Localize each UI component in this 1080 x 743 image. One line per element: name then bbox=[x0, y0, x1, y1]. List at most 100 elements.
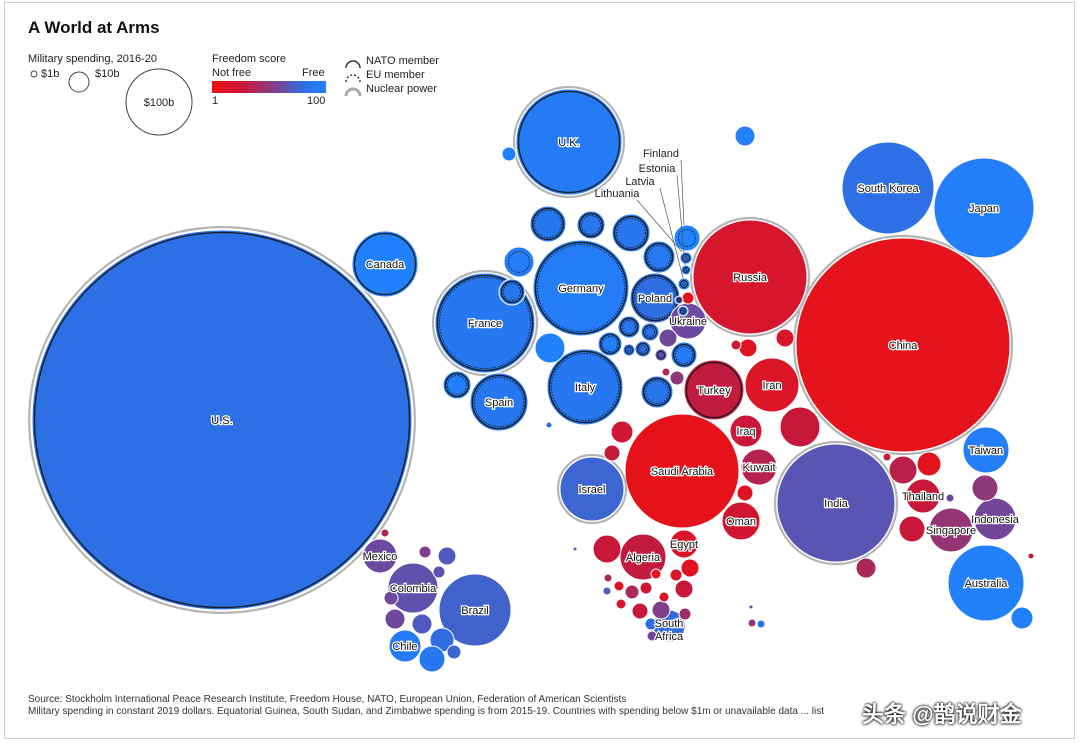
bubble-labels: U.S. China Russia U.K. Germany France India Sau… bbox=[210, 136, 1021, 655]
bubble-country bbox=[615, 598, 627, 610]
bubble-country bbox=[680, 558, 700, 578]
eu-ring-country bbox=[534, 210, 562, 238]
watermark: 头条 @鹊说财金 bbox=[862, 702, 1022, 727]
bubble-country bbox=[501, 146, 517, 162]
bubble-country bbox=[898, 515, 926, 543]
leader-finland bbox=[680, 159, 685, 226]
eu-ring-finland bbox=[678, 229, 696, 247]
label-south-africa: South Africa bbox=[655, 618, 684, 643]
bubble-brazil bbox=[438, 573, 512, 647]
bubble-country bbox=[658, 591, 670, 603]
label-egypt: Egypt bbox=[670, 539, 698, 551]
legend-size-label: $100b bbox=[144, 97, 175, 109]
bubble-spain bbox=[469, 372, 529, 432]
label-lithuania: Lithuania bbox=[595, 188, 641, 200]
eu-ring-country bbox=[675, 346, 693, 364]
bubble-country bbox=[432, 565, 446, 579]
nuclear-ring-israel bbox=[556, 453, 628, 525]
bubble-country bbox=[418, 545, 432, 559]
bubble-country bbox=[882, 452, 892, 462]
legend-scale-min: 1 bbox=[212, 95, 219, 107]
nuclear-ring-russia bbox=[689, 216, 811, 338]
legend-membership-label: NATO member bbox=[366, 55, 439, 67]
eu-ring-country bbox=[447, 375, 467, 395]
nato-ring-italy bbox=[548, 350, 622, 424]
nato-ring-country bbox=[642, 377, 672, 407]
eu-ring-country bbox=[602, 336, 618, 352]
bubble-u-k bbox=[515, 88, 623, 196]
bubble-country bbox=[748, 604, 754, 610]
label-estonia: Estonia bbox=[639, 163, 677, 175]
bubble-colombia bbox=[387, 562, 439, 614]
bubble-country bbox=[730, 339, 742, 351]
label-chile: Chile bbox=[392, 641, 417, 653]
bubble-iraq bbox=[729, 414, 763, 448]
bubble-chile bbox=[388, 629, 422, 663]
nato-ring-turkey bbox=[685, 361, 743, 419]
legend-membership-label: Nuclear power bbox=[366, 83, 437, 95]
bubble-country bbox=[1010, 606, 1034, 630]
bubble-turkey bbox=[683, 359, 745, 421]
nuclear-ring-china bbox=[792, 234, 1014, 456]
eu-glyph bbox=[345, 74, 361, 83]
label-russia: Russia bbox=[733, 272, 768, 284]
eu-ring-country bbox=[677, 298, 681, 302]
label-ukraine: Ukraine bbox=[669, 316, 707, 328]
leader-latvia bbox=[659, 187, 684, 279]
label-saudi-arabia: Saudi Arabia bbox=[651, 466, 714, 478]
eu-ring-country bbox=[645, 380, 669, 404]
bubble-country bbox=[738, 338, 758, 358]
label-france: France bbox=[468, 318, 502, 330]
label-thailand: Thailand bbox=[902, 491, 944, 503]
nato-ring-lithuania bbox=[682, 254, 690, 262]
bubble-israel bbox=[559, 456, 625, 522]
nato-ring-latvia bbox=[680, 280, 688, 288]
eu-ring-country bbox=[627, 348, 631, 352]
eu-ring-spain bbox=[474, 377, 524, 427]
bubble-country bbox=[661, 367, 671, 377]
bubble-country bbox=[971, 474, 999, 502]
bubble-country bbox=[603, 573, 613, 583]
nuclear-ring-u-s bbox=[28, 226, 416, 614]
label-mexico: Mexico bbox=[363, 551, 398, 563]
eu-ring-country bbox=[647, 245, 671, 269]
nuclear-ring-u-k bbox=[512, 85, 626, 199]
label-algeria: Algeria bbox=[626, 552, 661, 564]
bubble-country bbox=[681, 291, 695, 305]
nato-ring-estonia bbox=[683, 267, 689, 273]
label-israel: Israel bbox=[579, 484, 606, 496]
bubble-country bbox=[380, 528, 390, 538]
label-oman: Oman bbox=[726, 516, 756, 528]
nato-ring-country bbox=[613, 215, 649, 251]
eu-ring-country bbox=[681, 309, 685, 313]
label-germany: Germany bbox=[558, 283, 604, 295]
bubble-country bbox=[529, 205, 567, 243]
chart-title: A World at Arms bbox=[28, 18, 160, 37]
bubble-country bbox=[613, 580, 625, 592]
nato-ring-country bbox=[672, 343, 696, 367]
legend-not-free: Not free bbox=[212, 67, 252, 79]
bubble-country bbox=[669, 370, 685, 386]
nato-ring-country bbox=[619, 317, 639, 337]
bubble-russia bbox=[692, 219, 808, 335]
bubble-india bbox=[776, 443, 896, 563]
label-finland: Finland bbox=[643, 148, 679, 160]
legend-size-100b bbox=[125, 68, 193, 136]
nato-ring-country bbox=[625, 346, 633, 354]
bubble-egypt bbox=[669, 529, 699, 559]
bubble-country bbox=[674, 579, 694, 599]
bubble-country bbox=[572, 546, 578, 552]
bubble-country bbox=[639, 581, 653, 595]
nato-ring-canada bbox=[353, 232, 417, 296]
bubble-country bbox=[734, 125, 756, 147]
legend-size-label: $10b bbox=[95, 68, 119, 80]
label-south-korea: South Korea bbox=[857, 183, 919, 195]
bubble-country bbox=[597, 331, 623, 357]
legend-graphics: $1b $10b $100b NATO member EU member Nuclear … bbox=[30, 55, 439, 136]
bubble-country bbox=[855, 557, 877, 579]
bubble-finland bbox=[673, 224, 701, 252]
bubble-germany bbox=[532, 239, 630, 337]
label-japan: Japan bbox=[969, 203, 999, 215]
label-turkey: Turkey bbox=[697, 385, 731, 397]
bubble-country bbox=[624, 584, 640, 600]
